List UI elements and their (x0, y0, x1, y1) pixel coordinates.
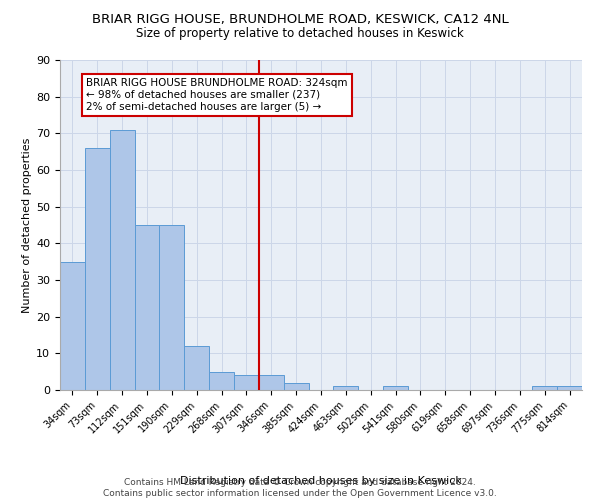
Bar (259, 376, 284, 390)
Bar (557, 386, 582, 390)
Text: BRIAR RIGG HOUSE, BRUNDHOLME ROAD, KESWICK, CA12 4NL: BRIAR RIGG HOUSE, BRUNDHOLME ROAD, KESWI… (92, 12, 508, 26)
Bar (532, 386, 557, 390)
X-axis label: Distribution of detached houses by size in Keswick: Distribution of detached houses by size … (180, 476, 462, 486)
Bar (134, 225, 160, 390)
Bar (383, 386, 408, 390)
Text: Contains HM Land Registry data © Crown copyright and database right 2024.
Contai: Contains HM Land Registry data © Crown c… (103, 478, 497, 498)
Bar (334, 386, 358, 390)
Y-axis label: Number of detached properties: Number of detached properties (22, 138, 32, 312)
Bar (234, 376, 259, 390)
Bar (85, 148, 110, 390)
Bar (284, 382, 308, 390)
Bar (184, 346, 209, 390)
Text: Size of property relative to detached houses in Keswick: Size of property relative to detached ho… (136, 28, 464, 40)
Bar (60, 262, 85, 390)
Bar (160, 225, 184, 390)
Bar (209, 372, 234, 390)
Text: BRIAR RIGG HOUSE BRUNDHOLME ROAD: 324sqm
← 98% of detached houses are smaller (2: BRIAR RIGG HOUSE BRUNDHOLME ROAD: 324sqm… (86, 78, 347, 112)
Bar (110, 130, 134, 390)
